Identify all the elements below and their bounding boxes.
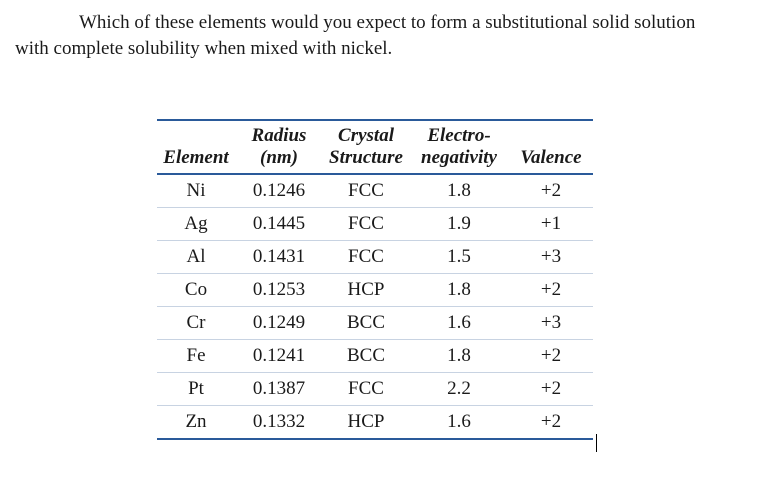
element-cell: Fe [157, 339, 235, 373]
table-row: Ag 0.1445 FCC 1.9 +1 [157, 207, 593, 241]
header-row-1: Radius Crystal Electro- [157, 125, 593, 147]
table-row: Ni 0.1246 FCC 1.8 +2 [157, 174, 593, 208]
element-cell: Pt [157, 372, 235, 406]
header-cell [157, 125, 235, 147]
element-cell: Ag [157, 207, 235, 241]
radius-cell: 0.1249 [235, 306, 323, 340]
header-cell: Crystal [338, 125, 394, 146]
radius-cell: 0.1253 [235, 273, 323, 307]
valence-cell: +2 [509, 273, 593, 307]
crystal-structure-cell: FCC [323, 207, 409, 241]
radius-cell: 0.1387 [235, 372, 323, 406]
header-cell [509, 125, 593, 147]
valence-cell: +2 [509, 339, 593, 373]
radius-cell: 0.1246 [235, 174, 323, 208]
electronegativity-cell: 1.5 [409, 240, 509, 274]
header-row-2: Element (nm) Structure negativity Valenc… [157, 147, 593, 175]
element-cell: Zn [185, 411, 207, 432]
radius-cell: 0.1332 [252, 411, 306, 432]
table-row: Pt 0.1387 FCC 2.2 +2 [157, 372, 593, 406]
electronegativity-cell: 1.6 [447, 411, 471, 432]
element-properties-table: Radius Crystal Electro- Element (nm) Str… [157, 119, 593, 440]
electronegativity-cell: 1.8 [409, 339, 509, 373]
question-text: Which of these elements would you expect… [15, 10, 755, 62]
header-cell: (nm) [235, 147, 323, 175]
valence-cell: +2 [509, 372, 593, 406]
radius-cell: 0.1241 [235, 339, 323, 373]
table-row: Cr 0.1249 BCC 1.6 +3 [157, 306, 593, 340]
question-line-1: Which of these elements would you expect… [79, 12, 696, 33]
valence-cell: +1 [509, 207, 593, 241]
crystal-structure-cell: FCC [323, 240, 409, 274]
header-cell: Structure [323, 147, 409, 175]
table-bottom-rule [157, 438, 593, 440]
element-cell: Al [157, 240, 235, 274]
header-cell: Element [157, 147, 235, 175]
text-cursor [596, 434, 597, 452]
table-body: Ni 0.1246 FCC 1.8 +2 Ag 0.1445 FCC 1.9 +1 Al 0.1431… [157, 174, 593, 438]
crystal-structure-cell: HCP [347, 411, 385, 432]
header-cell: Radius [251, 125, 307, 146]
question-line-2: with complete solubility when mixed with… [15, 38, 393, 59]
radius-cell: 0.1445 [235, 207, 323, 241]
table-row: Al 0.1431 FCC 1.5 +3 [157, 240, 593, 274]
crystal-structure-cell: FCC [323, 174, 409, 208]
table-top-rule [157, 119, 593, 121]
element-cell: Co [157, 273, 235, 307]
header-cell: negativity [409, 147, 509, 175]
electronegativity-cell: 1.6 [409, 306, 509, 340]
crystal-structure-cell: FCC [323, 372, 409, 406]
table-row: Fe 0.1241 BCC 1.8 +2 [157, 339, 593, 373]
radius-cell: 0.1431 [235, 240, 323, 274]
electronegativity-cell: 1.8 [409, 174, 509, 208]
valence-cell: +3 [509, 306, 593, 340]
electronegativity-cell: 1.9 [409, 207, 509, 241]
table-row: Co 0.1253 HCP 1.8 +2 [157, 273, 593, 307]
header-cell: Valence [509, 147, 593, 175]
data-table: Radius Crystal Electro- Element (nm) Str… [157, 125, 593, 438]
element-cell: Ni [157, 174, 235, 208]
table-row: Zn 0.1332 HCP 1.6 +2 [157, 406, 593, 439]
crystal-structure-cell: BCC [323, 339, 409, 373]
crystal-structure-cell: BCC [323, 306, 409, 340]
crystal-structure-cell: HCP [323, 273, 409, 307]
valence-cell: +2 [540, 411, 562, 432]
valence-cell: +3 [509, 240, 593, 274]
valence-cell: +2 [509, 174, 593, 208]
element-cell: Cr [157, 306, 235, 340]
electronegativity-cell: 1.8 [409, 273, 509, 307]
electronegativity-cell: 2.2 [409, 372, 509, 406]
header-cell: Electro- [427, 125, 491, 146]
